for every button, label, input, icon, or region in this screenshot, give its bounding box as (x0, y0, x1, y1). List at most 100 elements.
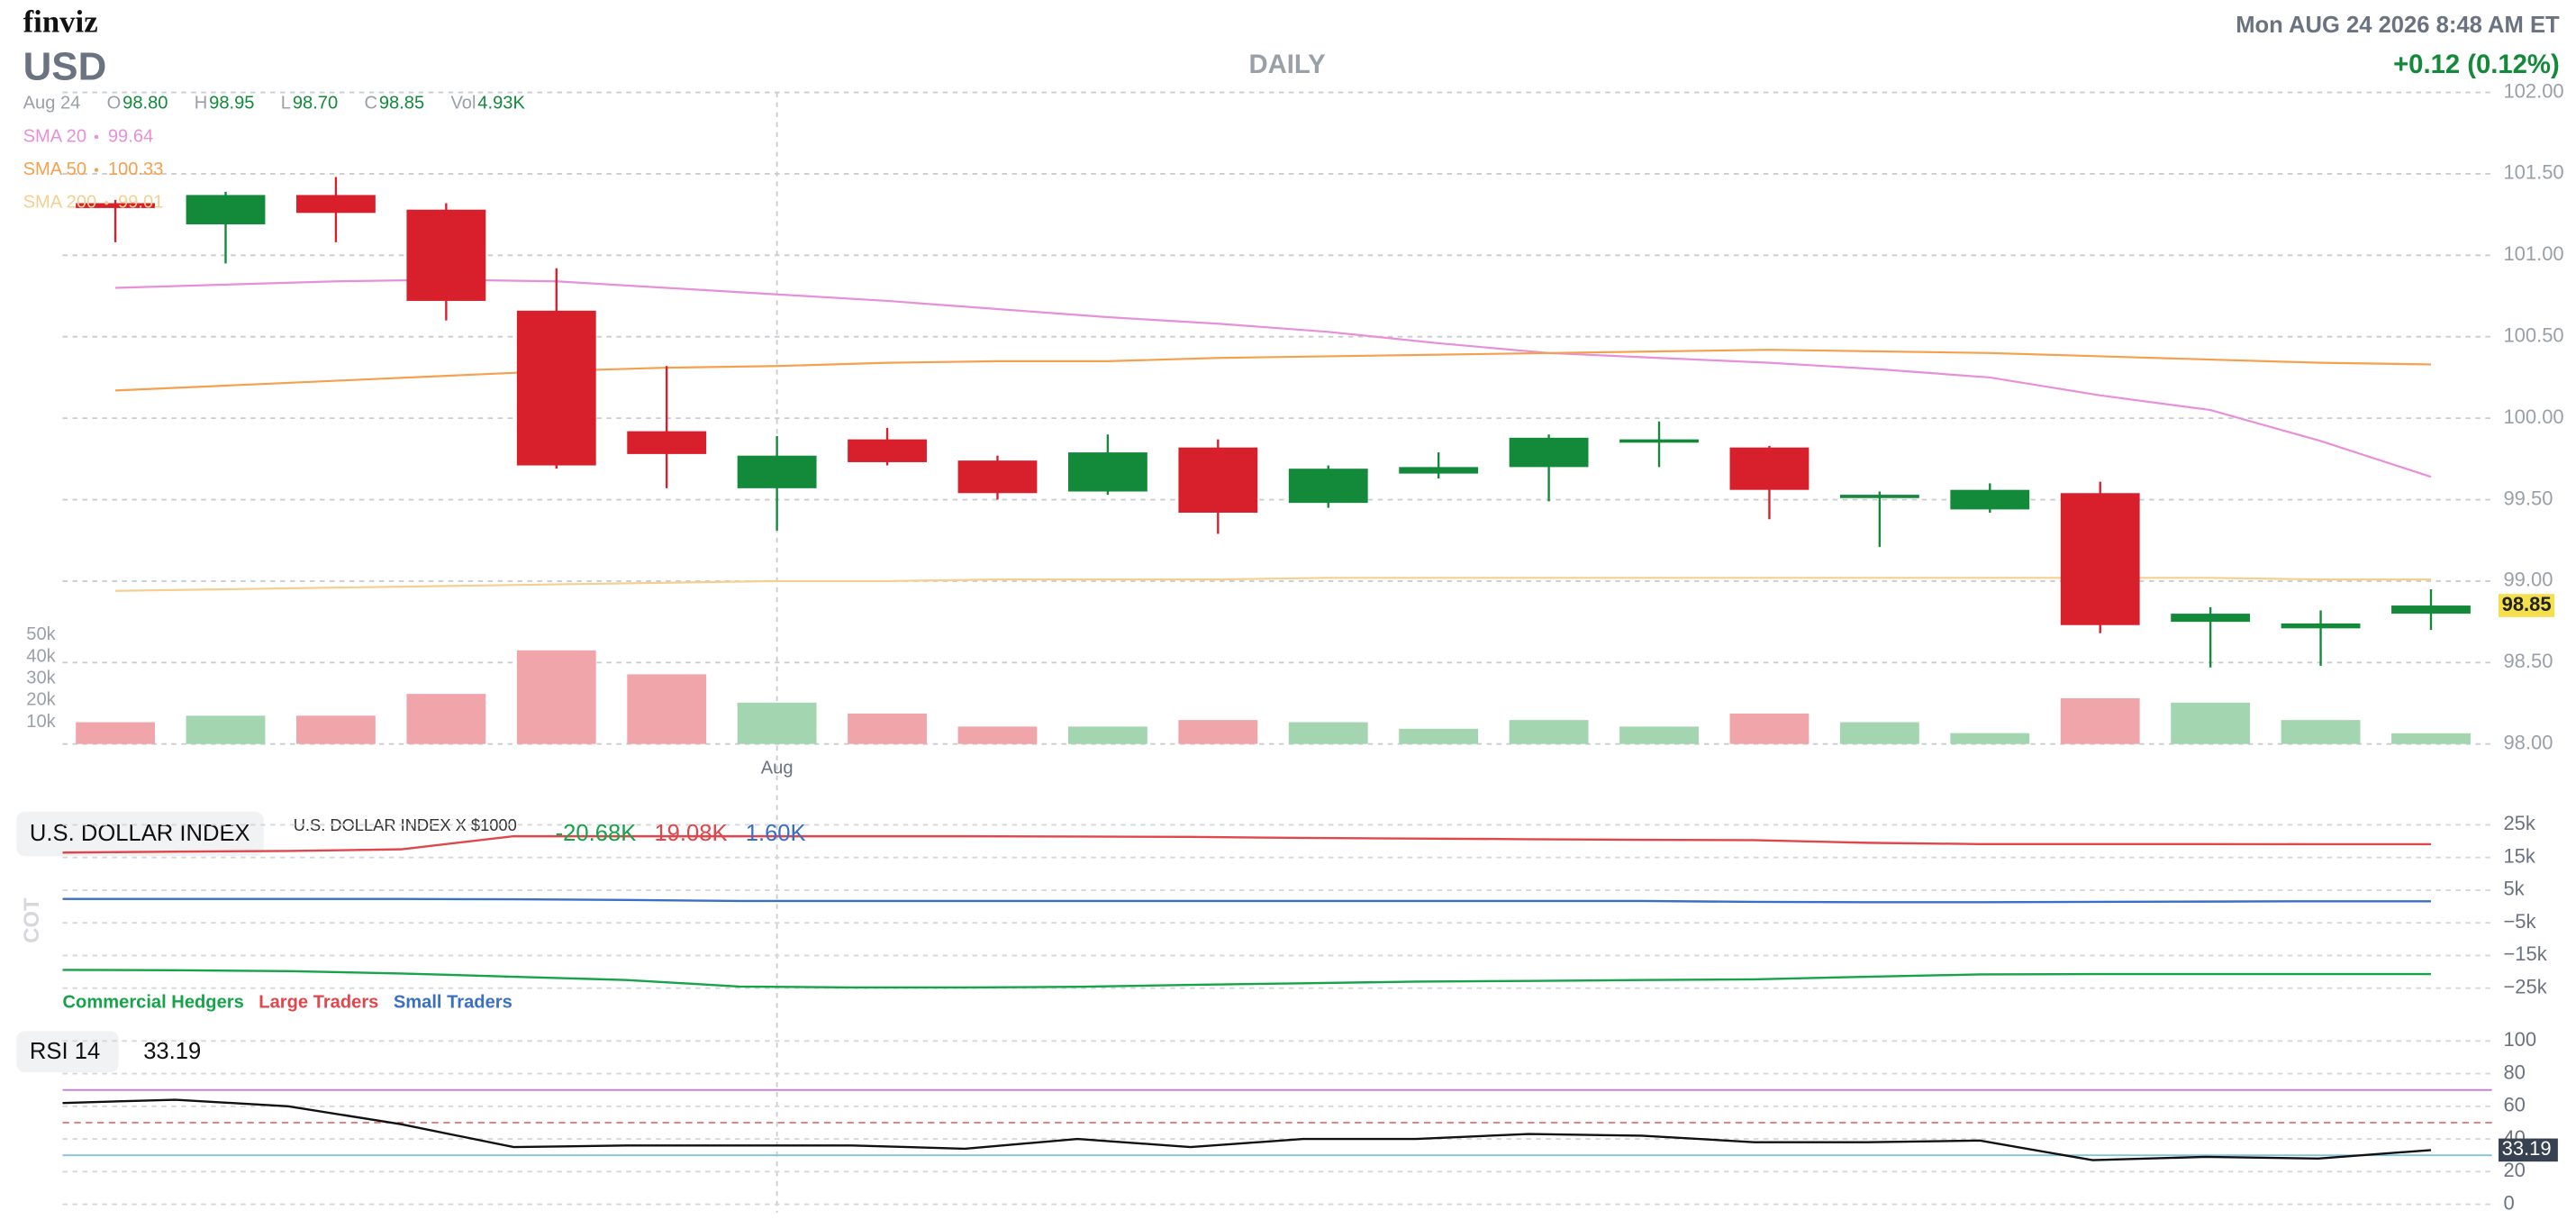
candle-body (1839, 495, 1919, 498)
sma-legend-dot (104, 201, 109, 205)
candle-body (737, 455, 817, 488)
sma-legend-value: 99.01 (118, 193, 163, 213)
y-tick-label: 98.00 (2503, 732, 2553, 754)
candle-body (2060, 493, 2140, 625)
volume-tick-label: 40k (26, 646, 56, 666)
volume-bar (1509, 720, 1589, 744)
y-tick-label: 99.00 (2503, 569, 2553, 591)
last-price-box (2498, 594, 2555, 617)
volume-tick-label: 30k (26, 669, 56, 688)
legend-entry: Large Traders (259, 992, 378, 1012)
sma-legend-value: 99.64 (108, 126, 153, 146)
logo[interactable]: finviz (23, 4, 98, 39)
price-change: +0.12 (0.12%) (2393, 50, 2560, 79)
sma-line (115, 278, 2432, 478)
y-tick-label: −5k (2503, 910, 2536, 933)
series-line (62, 969, 2431, 989)
legend-value: 98.85 (379, 94, 424, 114)
volume-bar (2060, 697, 2140, 744)
volume-bar (957, 726, 1038, 744)
legend-value: 98.80 (122, 94, 168, 114)
timeframe[interactable]: DAILY (1249, 50, 1327, 79)
candle-body (1178, 447, 1258, 513)
volume-bar (76, 722, 156, 744)
candle-body (1288, 469, 1368, 504)
y-tick-label: 60 (2503, 1094, 2525, 1116)
cot-title-box (16, 811, 264, 857)
y-tick-label: 20 (2503, 1159, 2525, 1181)
sma-legend-name: SMA 20 (23, 126, 86, 146)
candle-body (2171, 614, 2251, 623)
candle-body (627, 431, 707, 454)
series-value-label: -20.68K (556, 821, 637, 846)
candle-body (848, 439, 927, 462)
legend-entry: Commercial Hedgers (63, 992, 244, 1012)
y-tick-label: 25k (2503, 812, 2535, 834)
legend-key: Vol (450, 94, 476, 114)
y-tick-label: 5k (2503, 878, 2525, 900)
y-tick-label: 0 (2503, 1191, 2514, 1214)
candle-body (296, 195, 376, 214)
y-tick-label: 102.00 (2503, 79, 2563, 102)
legend-key: C (364, 94, 377, 114)
candle-body (1509, 437, 1589, 468)
legend-date: Aug 24 (23, 94, 81, 114)
volume-bar (1178, 720, 1258, 744)
volume-bar (1950, 733, 2030, 744)
rsi-value: 33.19 (143, 1039, 201, 1064)
last-price: 98.85 (2502, 593, 2552, 615)
sma-legend-dot (94, 134, 99, 140)
legend-value: 4.93K (477, 94, 525, 114)
last-value: 33.19 (2502, 1137, 2552, 1160)
candle-body (2281, 623, 2361, 629)
ticker: USD (23, 44, 107, 88)
candle-body (406, 209, 486, 301)
volume-bar (1839, 722, 1919, 744)
series-value-label: 1.60K (746, 821, 806, 846)
volume-bar (848, 713, 927, 744)
legend-entry: Small Traders (394, 992, 512, 1012)
series-line (62, 897, 2431, 904)
cot-subtitle: U.S. DOLLAR INDEX X $1000 (294, 815, 517, 834)
y-tick-label: 101.50 (2503, 161, 2563, 184)
volume-bar (1619, 726, 1699, 744)
volume-bar (1067, 726, 1147, 744)
series-value-label: 19.08K (654, 821, 727, 846)
legend-key: L (281, 94, 291, 114)
candle-body (76, 203, 156, 208)
volume-bar (627, 674, 707, 744)
y-tick-label: 98.50 (2503, 650, 2553, 672)
rsi-title[interactable]: RSI 14 (30, 1039, 100, 1064)
y-tick-label: 100.50 (2503, 324, 2563, 347)
sma-legend-value: 100.33 (108, 159, 164, 179)
volume-bar (1729, 713, 1810, 744)
volume-bar (186, 715, 266, 744)
volume-bar (1288, 722, 1368, 744)
last-value-box (2498, 1138, 2558, 1162)
candle-body (1729, 447, 1810, 490)
volume-bar (1399, 728, 1479, 744)
series-line (62, 834, 2431, 854)
y-tick-label: 15k (2503, 844, 2535, 867)
legend-key: O (107, 94, 122, 114)
volume-bar (2281, 720, 2361, 744)
sma-legend-name: SMA 50 (23, 159, 86, 179)
volume-bar (737, 702, 817, 744)
y-tick-label: 99.50 (2503, 487, 2553, 509)
volume-bar (406, 694, 486, 744)
candle-body (1619, 439, 1699, 443)
y-tick-label: 100 (2503, 1028, 2536, 1051)
x-tick-label: Aug (761, 758, 794, 778)
volume-tick-label: 10k (26, 712, 56, 732)
candle-body (1399, 467, 1479, 474)
sma-legend-name: SMA 200 (23, 193, 97, 213)
volume-tick-label: 20k (26, 690, 56, 710)
y-tick-label: −25k (2503, 975, 2547, 997)
candle-body (516, 310, 596, 466)
y-tick-label: 100.00 (2503, 405, 2563, 428)
volume-bar (296, 715, 376, 744)
series-line (62, 1098, 2432, 1161)
volume-bar (2391, 733, 2471, 744)
candle-body (186, 195, 266, 224)
